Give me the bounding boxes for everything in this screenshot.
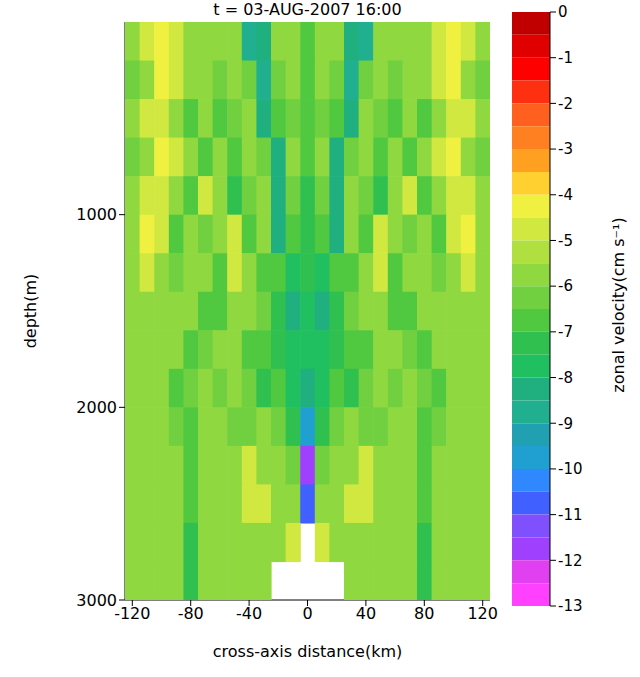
svg-text:3000: 3000 xyxy=(76,591,117,610)
svg-text:40: 40 xyxy=(356,604,376,623)
svg-text:-80: -80 xyxy=(178,604,204,623)
svg-text:-9: -9 xyxy=(558,415,573,433)
svg-text:-10: -10 xyxy=(558,460,583,478)
svg-text:-3: -3 xyxy=(558,140,573,158)
svg-text:-6: -6 xyxy=(558,277,573,295)
svg-text:-7: -7 xyxy=(558,323,573,341)
svg-text:-40: -40 xyxy=(236,604,262,623)
svg-text:-13: -13 xyxy=(558,597,583,615)
svg-text:-5: -5 xyxy=(558,232,573,250)
svg-text:0: 0 xyxy=(558,3,568,21)
svg-text:120: 120 xyxy=(467,604,498,623)
svg-text:depth(m): depth(m) xyxy=(21,274,40,349)
svg-text:1000: 1000 xyxy=(76,205,117,224)
svg-text:-4: -4 xyxy=(558,186,573,204)
svg-text:-11: -11 xyxy=(558,506,583,524)
svg-text:-8: -8 xyxy=(558,369,573,387)
svg-text:-2: -2 xyxy=(558,95,573,113)
svg-text:-1: -1 xyxy=(558,49,573,67)
svg-text:-12: -12 xyxy=(558,552,583,570)
svg-text:-120: -120 xyxy=(114,604,150,623)
html-text:t = 03-AUG-2007 16:00: t = 03-AUG-2007 16:00 xyxy=(213,0,402,19)
svg-text:80: 80 xyxy=(414,604,434,623)
svg-text:2000: 2000 xyxy=(76,398,117,417)
svg-text:0: 0 xyxy=(302,604,312,623)
html-text:zonal velocity(cm s⁻¹): zonal velocity(cm s⁻¹) xyxy=(608,217,628,393)
svg-text:cross-axis distance(km): cross-axis distance(km) xyxy=(213,642,403,661)
